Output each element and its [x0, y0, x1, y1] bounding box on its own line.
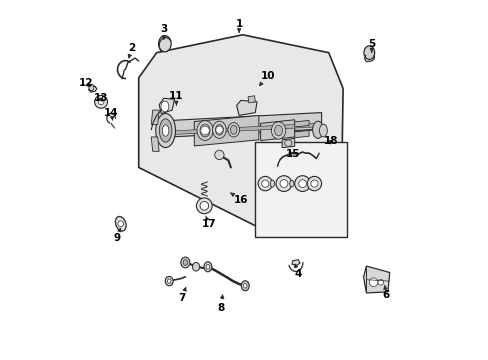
- Circle shape: [276, 176, 291, 192]
- Ellipse shape: [165, 276, 173, 286]
- Circle shape: [214, 150, 224, 159]
- Text: 4: 4: [294, 264, 302, 279]
- Polygon shape: [236, 100, 257, 116]
- Ellipse shape: [212, 121, 226, 138]
- Ellipse shape: [243, 283, 246, 288]
- Circle shape: [215, 126, 223, 134]
- Bar: [255, 142, 346, 237]
- Ellipse shape: [230, 125, 237, 134]
- Circle shape: [306, 176, 321, 191]
- Polygon shape: [247, 96, 255, 103]
- Polygon shape: [156, 126, 316, 137]
- Ellipse shape: [284, 140, 291, 146]
- Ellipse shape: [89, 84, 94, 91]
- Circle shape: [368, 278, 377, 287]
- Ellipse shape: [192, 262, 199, 271]
- Ellipse shape: [271, 122, 285, 139]
- Polygon shape: [156, 115, 316, 127]
- Polygon shape: [151, 137, 159, 151]
- Ellipse shape: [206, 265, 209, 269]
- Text: 17: 17: [201, 216, 216, 229]
- Circle shape: [298, 180, 306, 188]
- Ellipse shape: [159, 119, 171, 142]
- Ellipse shape: [183, 260, 187, 265]
- Polygon shape: [260, 120, 294, 140]
- Polygon shape: [363, 266, 389, 293]
- Polygon shape: [291, 260, 300, 265]
- Ellipse shape: [289, 180, 293, 187]
- Text: 3: 3: [160, 24, 167, 39]
- Circle shape: [258, 176, 272, 191]
- Ellipse shape: [274, 125, 282, 136]
- Text: 15: 15: [285, 149, 300, 159]
- Ellipse shape: [319, 124, 326, 137]
- Text: 9: 9: [113, 228, 121, 243]
- Circle shape: [261, 180, 268, 187]
- Ellipse shape: [155, 113, 175, 148]
- Ellipse shape: [203, 262, 211, 272]
- Text: 2: 2: [128, 43, 135, 58]
- Ellipse shape: [227, 123, 239, 137]
- Circle shape: [294, 176, 310, 192]
- Ellipse shape: [200, 124, 210, 137]
- Text: 10: 10: [259, 71, 274, 86]
- Polygon shape: [194, 116, 258, 146]
- Polygon shape: [167, 123, 316, 135]
- Circle shape: [98, 99, 104, 105]
- Ellipse shape: [241, 281, 249, 291]
- Polygon shape: [294, 131, 308, 138]
- Circle shape: [201, 126, 209, 135]
- Text: 8: 8: [217, 295, 224, 314]
- Ellipse shape: [270, 180, 274, 187]
- Text: 1: 1: [235, 19, 242, 32]
- Ellipse shape: [363, 46, 374, 59]
- Text: 16: 16: [230, 193, 247, 205]
- Polygon shape: [139, 35, 343, 232]
- Circle shape: [310, 180, 317, 187]
- Ellipse shape: [215, 125, 223, 135]
- Circle shape: [196, 198, 212, 214]
- Polygon shape: [294, 121, 308, 127]
- Polygon shape: [156, 113, 321, 138]
- Ellipse shape: [162, 125, 168, 136]
- Text: 11: 11: [169, 91, 183, 105]
- Text: 14: 14: [103, 108, 118, 120]
- Text: 13: 13: [94, 93, 108, 103]
- Circle shape: [377, 279, 383, 285]
- Text: 6: 6: [382, 285, 389, 300]
- Ellipse shape: [161, 101, 168, 112]
- Circle shape: [200, 202, 208, 210]
- Text: 5: 5: [367, 40, 375, 52]
- Ellipse shape: [158, 36, 171, 52]
- Circle shape: [118, 221, 123, 226]
- Circle shape: [94, 95, 107, 108]
- Ellipse shape: [115, 216, 126, 231]
- Text: 18: 18: [323, 136, 337, 145]
- Ellipse shape: [197, 121, 213, 140]
- Text: 7: 7: [178, 288, 186, 303]
- Polygon shape: [159, 98, 174, 114]
- Polygon shape: [282, 138, 294, 148]
- Ellipse shape: [181, 257, 189, 268]
- Circle shape: [280, 180, 287, 188]
- Ellipse shape: [167, 279, 171, 283]
- Text: 12: 12: [79, 78, 93, 88]
- Polygon shape: [151, 110, 159, 125]
- Ellipse shape: [312, 121, 323, 138]
